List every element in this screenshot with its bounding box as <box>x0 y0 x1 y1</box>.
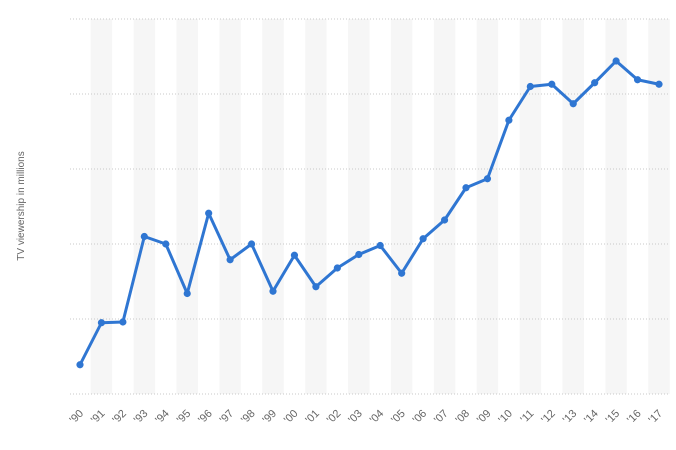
point <box>440 216 449 224</box>
x-tick-label: '94 <box>153 408 172 427</box>
x-tick-label: '93 <box>132 408 151 427</box>
stripe <box>348 19 370 394</box>
background <box>90 19 670 394</box>
x-tick-label: '03 <box>346 408 365 427</box>
x-tick-label: '11 <box>518 408 536 426</box>
point <box>119 318 127 326</box>
point <box>333 264 341 272</box>
x-tick-label: '08 <box>453 408 472 427</box>
stripe <box>90 19 113 394</box>
x-tick-label: '15 <box>604 408 623 427</box>
x-tick-label: '97 <box>218 408 237 427</box>
x-tick-label: '01 <box>303 408 322 427</box>
point <box>526 82 534 91</box>
x-tick-label: '95 <box>175 408 194 427</box>
x-tick-label: '06 <box>411 408 430 427</box>
x-tick-label: '12 <box>539 408 558 427</box>
x-tick-label: '13 <box>561 408 580 427</box>
x-tick-label: '02 <box>325 408 344 427</box>
x-tick-label: '14 <box>582 408 601 427</box>
x-tick-label: '07 <box>432 408 451 427</box>
stripe <box>476 19 499 394</box>
point <box>419 235 427 243</box>
point <box>462 184 470 192</box>
point <box>376 241 384 250</box>
point <box>569 100 577 108</box>
point <box>183 289 191 298</box>
stripe <box>219 19 241 394</box>
stripe <box>605 19 627 394</box>
point <box>269 287 277 295</box>
stripe <box>648 19 670 394</box>
stripe <box>176 19 198 394</box>
line <box>78 59 660 366</box>
x-tick-label: '05 <box>389 408 408 427</box>
stripe <box>262 19 284 394</box>
x-tick-label: '99 <box>260 408 279 427</box>
x-tick-label: '92 <box>110 408 129 427</box>
stripe <box>390 19 413 394</box>
point <box>290 251 299 259</box>
point <box>247 240 256 248</box>
grid <box>70 18 670 395</box>
point <box>591 79 599 87</box>
stripe <box>519 19 542 394</box>
x-tick-label: '00 <box>282 408 301 427</box>
point <box>398 269 406 277</box>
point <box>226 256 234 264</box>
x-tick-label: '98 <box>239 408 258 427</box>
x-tick-label: '17 <box>646 408 665 427</box>
x-tick-label: '16 <box>625 408 644 427</box>
x-tick-label: '09 <box>475 408 494 427</box>
point <box>312 283 320 291</box>
point <box>483 175 492 183</box>
stripe <box>562 19 584 394</box>
x-tick-label: '90 <box>67 408 86 427</box>
point <box>633 76 642 84</box>
x-tick-label: '04 <box>368 408 387 427</box>
x-tick-label: '91 <box>89 408 108 427</box>
stripe <box>305 19 327 394</box>
point <box>97 319 106 327</box>
point <box>355 250 363 259</box>
point <box>205 209 213 217</box>
y-axis-label: TV viewership in millions <box>16 151 27 260</box>
point <box>548 80 556 88</box>
stripe <box>433 19 456 394</box>
x-tick-label: '10 <box>496 408 515 427</box>
point <box>505 116 513 124</box>
point <box>612 57 620 65</box>
point <box>140 232 148 241</box>
x-tick-label: '96 <box>196 408 215 427</box>
point <box>162 240 170 248</box>
stripe <box>133 19 156 394</box>
point <box>655 80 663 88</box>
point <box>76 361 84 369</box>
